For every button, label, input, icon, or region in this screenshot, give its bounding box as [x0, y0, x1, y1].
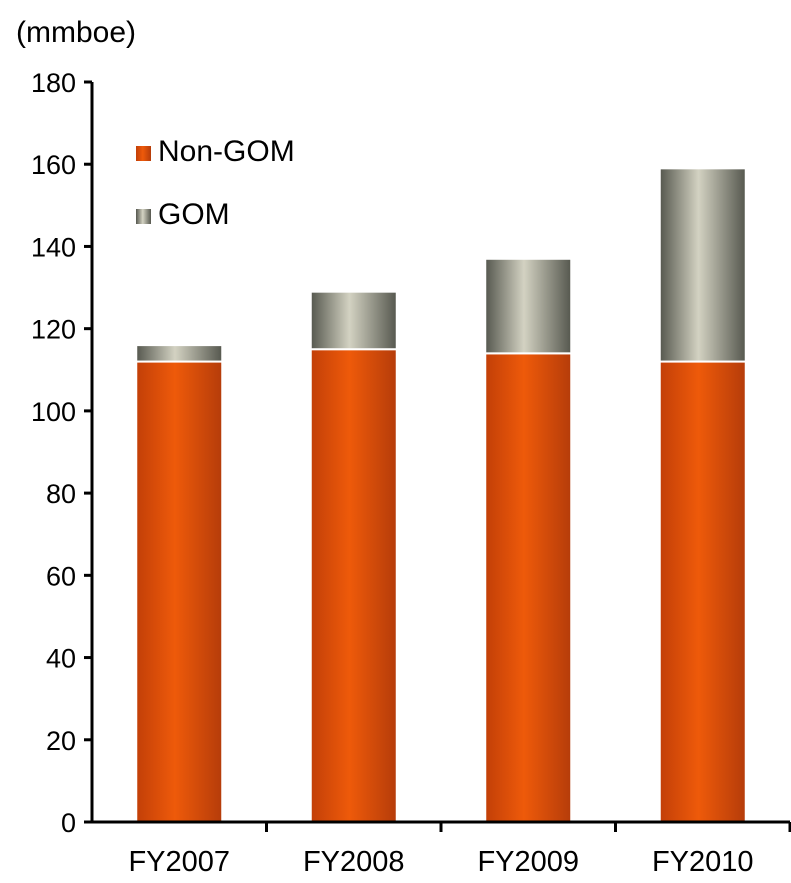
y-tick-label: 140 [31, 232, 76, 262]
bar-gom-fy2007 [135, 344, 224, 363]
legend: Non-GOM GOM [136, 135, 295, 231]
y-tick-label: 20 [46, 726, 76, 756]
legend-swatch-non-gom [136, 146, 151, 161]
y-tick-label: 40 [46, 644, 76, 674]
legend-label-non-gom: Non-GOM [158, 135, 295, 168]
x-category-label: FY2007 [128, 846, 230, 878]
bar-gom-fy2008 [309, 290, 398, 351]
y-tick-label: 100 [31, 397, 76, 427]
bar-non-gom-fy2007 [135, 360, 224, 823]
legend-label-gom: GOM [158, 198, 230, 231]
y-axis-unit-label: (mmboe) [16, 16, 136, 49]
x-category-label: FY2009 [477, 846, 579, 878]
bar-gom-fy2009 [484, 257, 573, 355]
y-tick-label: 0 [61, 808, 76, 838]
x-category-label: FY2010 [652, 846, 754, 878]
bar-non-gom-fy2009 [484, 352, 573, 823]
bar-non-gom-fy2008 [309, 348, 398, 823]
x-category-label: FY2008 [303, 846, 405, 878]
bars-layer [135, 167, 747, 823]
y-tick-label: 180 [31, 68, 76, 98]
y-tick-label: 80 [46, 479, 76, 509]
y-tick-label: 60 [46, 561, 76, 591]
legend-swatch-gom [136, 209, 151, 224]
axes-layer: 0 20 40 60 80 100 120 140 160 180 FY2007 FY2008 FY20… [31, 68, 791, 878]
y-tick-label: 160 [31, 150, 76, 180]
bar-non-gom-fy2010 [658, 360, 747, 823]
y-tick-label: 120 [31, 315, 76, 345]
bar-gom-fy2010 [658, 167, 747, 363]
